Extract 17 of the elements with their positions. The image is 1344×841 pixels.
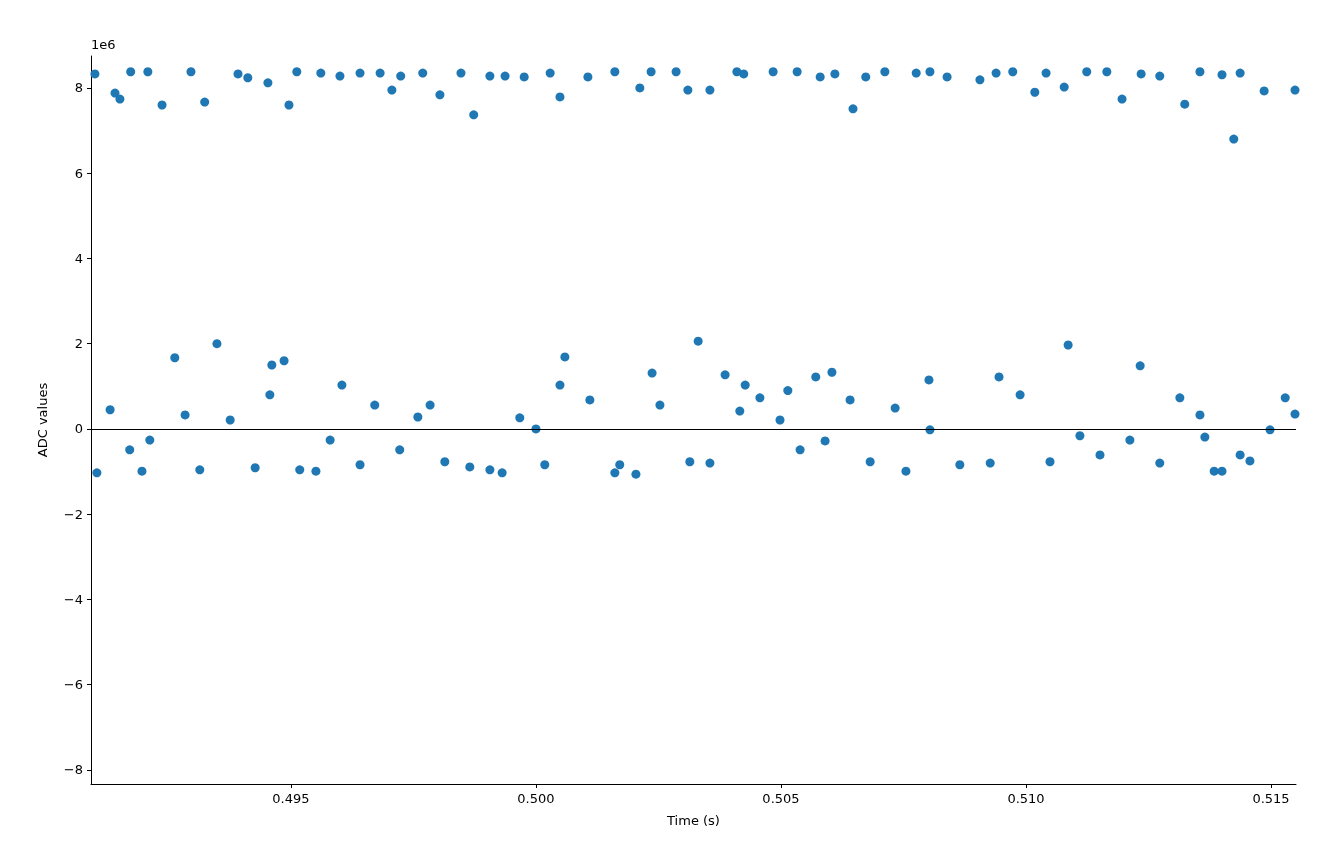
y-tick-label: −6 — [63, 677, 83, 693]
x-tick-label: 0.505 — [762, 791, 800, 806]
y-tick-label: 4 — [74, 250, 83, 266]
y-tick-label: 8 — [74, 80, 83, 96]
y-tick-label: 2 — [74, 336, 83, 352]
text: 1e6 — [91, 37, 116, 52]
y-tick-label: −2 — [63, 506, 83, 522]
x-tick-label: 0.500 — [517, 791, 555, 806]
y-tick-label: −4 — [63, 591, 83, 607]
x-tick-label: 0.515 — [1252, 791, 1290, 806]
y-tick-label: 6 — [74, 165, 83, 181]
x-tick-label: 0.495 — [272, 791, 310, 806]
y-tick-label: −8 — [63, 762, 83, 778]
y-tick-label: 0 — [74, 421, 83, 437]
y-axis-title: ADC values — [35, 382, 50, 458]
x-axis-title: Time (s) — [666, 813, 720, 828]
x-tick-label: 0.510 — [1007, 791, 1045, 806]
